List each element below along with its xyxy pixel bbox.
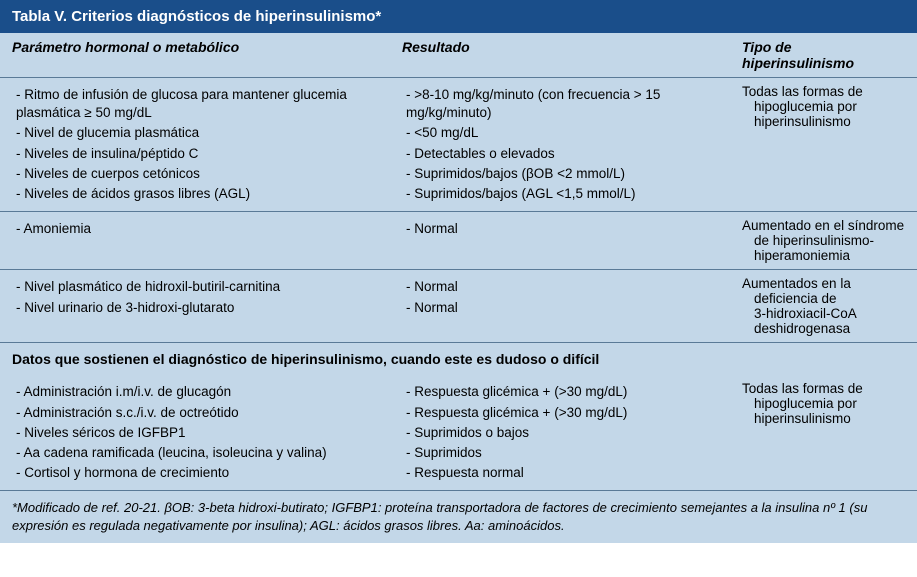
type-text: hipoglucemia por [742,396,905,411]
group-4-params: Administración i.m/i.v. de glucagón Admi… [0,375,390,490]
param-item: Ritmo de infusión de glucosa para manten… [16,86,378,122]
group-4-results: Respuesta glicémica + (>30 mg/dL) Respue… [390,375,730,490]
type-text: Todas las formas de [742,84,905,99]
type-text: hipoglucemia por [742,99,905,114]
type-text: Aumentado en el síndrome [742,218,905,233]
param-item: Amoniemia [16,220,378,238]
param-item: Niveles de cuerpos cetónicos [16,165,378,183]
result-item: Respuesta normal [406,464,718,482]
type-text: de hiperinsulinismo- [742,233,905,248]
type-text: hiperamoniemia [742,248,905,263]
group-3-row: Nivel plasmático de hidroxil-butiril-car… [0,270,917,343]
group-2-results: Normal [390,212,730,269]
param-item: Niveles de ácidos grasos libres (AGL) [16,185,378,203]
table-footnote: *Modificado de ref. 20-21. βOB: 3-beta h… [0,490,917,542]
group-1-params: Ritmo de infusión de glucosa para manten… [0,78,390,211]
group-2-params: Amoniemia [0,212,390,269]
group-1-type: Todas las formas de hipoglucemia por hip… [730,78,917,211]
param-item: Cortisol y hormona de crecimiento [16,464,378,482]
group-4-type: Todas las formas de hipoglucemia por hip… [730,375,917,490]
result-item: Suprimidos [406,444,718,462]
result-item: <50 mg/dL [406,124,718,142]
result-item: Suprimidos/bajos (AGL <1,5 mmol/L) [406,185,718,203]
param-item: Niveles de insulina/péptido C [16,145,378,163]
param-item: Nivel plasmático de hidroxil-butiril-car… [16,278,378,296]
group-3-type: Aumentados en la deficiencia de 3-hidrox… [730,270,917,342]
header-result: Resultado [390,33,730,77]
header-parameter: Parámetro hormonal o metabólico [0,33,390,77]
type-text: hiperinsulinismo [742,114,905,129]
result-item: Respuesta glicémica + (>30 mg/dL) [406,383,718,401]
param-item: Aa cadena ramificada (leucina, isoleucin… [16,444,378,462]
type-text: deficiencia de [742,291,905,306]
table-title: Tabla V. Criterios diagnósticos de hiper… [0,0,917,33]
param-item: Administración s.c./i.v. de octreótido [16,404,378,422]
result-item: Respuesta glicémica + (>30 mg/dL) [406,404,718,422]
param-item: Nivel urinario de 3-hidroxi-glutarato [16,299,378,317]
group-1-row: Ritmo de infusión de glucosa para manten… [0,78,917,212]
type-text: Todas las formas de [742,381,905,396]
group-1-results: >8-10 mg/kg/minuto (con frecuencia > 15 … [390,78,730,211]
result-item: Normal [406,220,718,238]
group-3-params: Nivel plasmático de hidroxil-butiril-car… [0,270,390,342]
section-heading: Datos que sostienen el diagnóstico de hi… [0,343,917,375]
column-headers-row: Parámetro hormonal o metabólico Resultad… [0,33,917,78]
param-item: Administración i.m/i.v. de glucagón [16,383,378,401]
result-item: Suprimidos/bajos (βOB <2 mmol/L) [406,165,718,183]
param-item: Nivel de glucemia plasmática [16,124,378,142]
param-item: Niveles séricos de IGFBP1 [16,424,378,442]
group-3-results: Normal Normal [390,270,730,342]
header-type: Tipo de hiperinsulinismo [730,33,917,77]
group-2-type: Aumentado en el síndrome de hiperinsulin… [730,212,917,269]
group-2-row: Amoniemia Normal Aumentado en el síndrom… [0,212,917,270]
group-4-row: Administración i.m/i.v. de glucagón Admi… [0,375,917,490]
result-item: >8-10 mg/kg/minuto (con frecuencia > 15 … [406,86,718,122]
type-text: deshidrogenasa [742,321,905,336]
type-text: Aumentados en la [742,276,905,291]
result-item: Suprimidos o bajos [406,424,718,442]
type-text: hiperinsulinismo [742,411,905,426]
type-text: 3-hidroxiacil-CoA [742,306,905,321]
diagnostic-criteria-table: Tabla V. Criterios diagnósticos de hiper… [0,0,917,543]
result-item: Normal [406,278,718,296]
result-item: Detectables o elevados [406,145,718,163]
result-item: Normal [406,299,718,317]
